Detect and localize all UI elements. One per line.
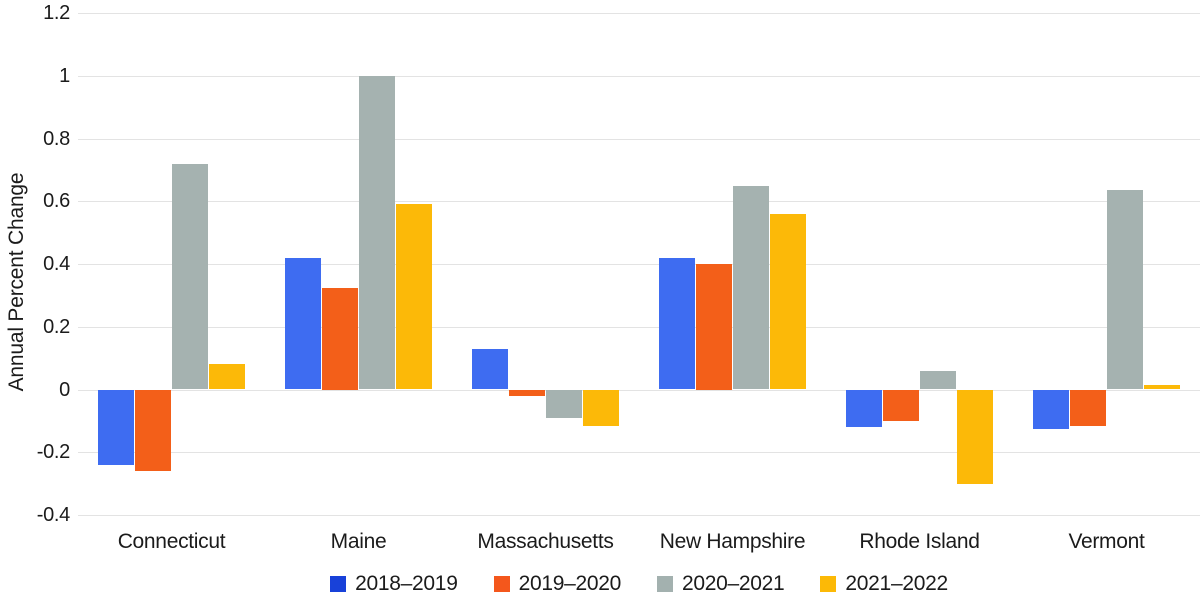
legend-swatch [820,576,837,592]
legend-swatch [657,576,673,592]
y-tick-label: -0.4 [36,504,71,526]
legend-item: 2018–2019 [330,572,458,596]
y-tick-label: 0.8 [43,127,70,150]
y-tick-label: 0.2 [43,315,70,338]
bar [659,257,695,390]
bar [209,364,245,390]
bar [472,348,508,390]
legend-swatch [493,576,510,592]
x-tick-label: Maine [330,530,387,553]
bar [696,264,732,390]
bar [396,204,432,390]
x-tick-label: Connecticut [117,530,226,553]
legend-label: 2019–2020 [518,572,622,595]
legend-item: 2019–2020 [493,572,622,596]
bar [509,389,545,396]
bar [1144,384,1180,390]
legend-label: 2020–2021 [682,572,785,595]
gridline [78,515,1200,516]
legend-label: 2018–2019 [355,572,458,595]
bar [285,257,321,390]
y-tick-label: 0.4 [43,253,70,275]
gridline [78,452,1200,454]
bar [1107,190,1143,390]
gridline [78,264,1200,265]
gridline [78,389,1200,391]
x-tick-label: Vermont [1068,530,1145,553]
y-tick-label: -0.2 [36,441,71,464]
x-tick-label: Massachusetts [477,530,614,553]
gridline [78,138,1200,140]
x-tick-label: New Hampshire [659,530,806,553]
y-tick-label: 0 [59,378,70,401]
bar [1033,389,1069,429]
bar [583,389,619,426]
gridline [78,326,1200,328]
x-tick-label: Rhode Island [859,530,980,553]
bar [1070,389,1106,426]
y-tick-label: 0.6 [43,190,70,213]
bar [920,370,956,390]
bar [135,389,171,472]
bar [957,389,993,484]
bar [172,163,208,390]
bar [546,389,582,418]
bar [770,213,806,390]
bar [322,287,358,390]
y-tick-label: 1.2 [43,2,70,24]
legend-label: 2021–2022 [845,572,948,595]
bar [846,389,882,428]
legend-swatch [330,576,347,592]
y-tick-label: 1 [59,64,70,87]
gridline [78,13,1200,14]
bar [359,75,395,390]
legend: 2018–2019 2019–2020 2020–2021 2021–2022 [78,568,1200,600]
gridline [78,75,1200,77]
bar [883,389,919,421]
gridline [78,201,1200,203]
legend-item: 2020–2021 [657,572,785,596]
bar [733,185,769,390]
legend-item: 2021–2022 [820,572,948,596]
bar [98,389,134,465]
